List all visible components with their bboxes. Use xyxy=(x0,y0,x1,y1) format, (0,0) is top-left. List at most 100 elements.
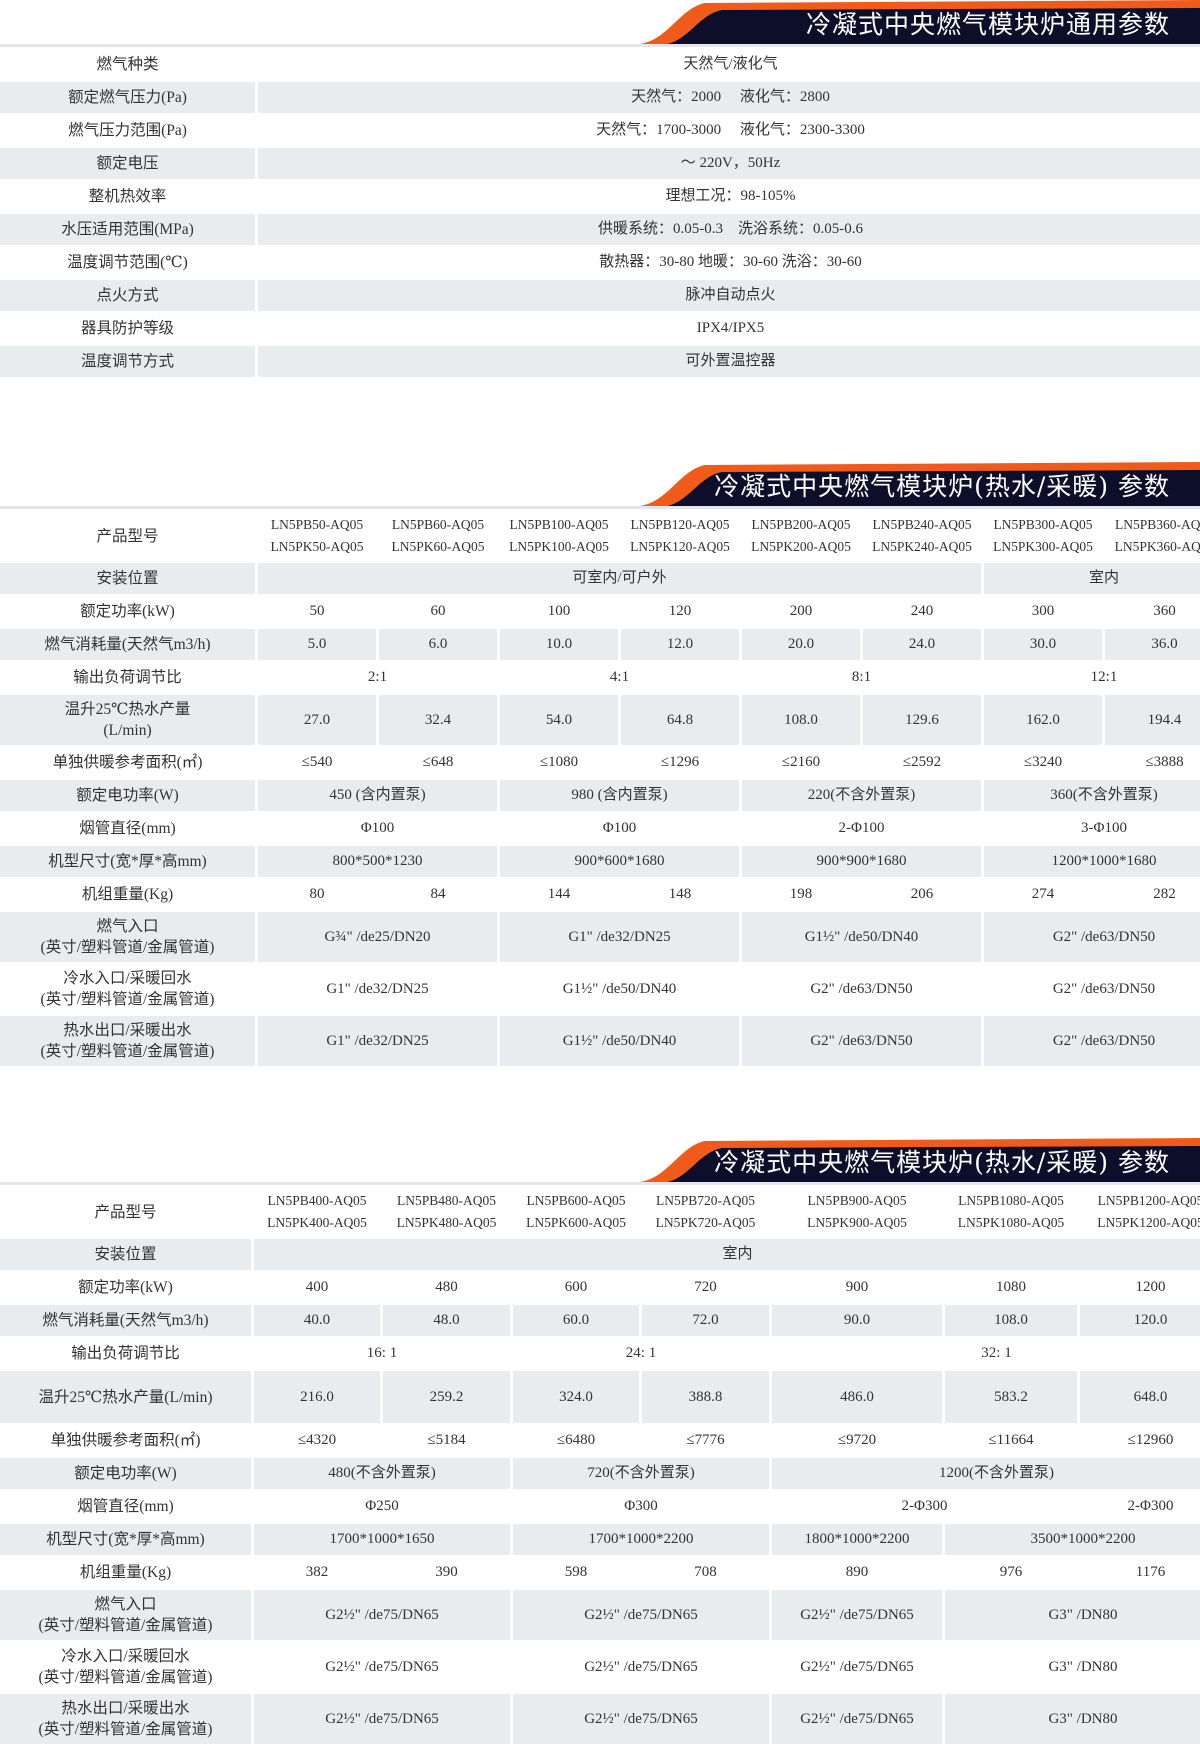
value-cell: 390 xyxy=(383,1557,510,1588)
cell-value: Φ100 xyxy=(602,820,637,836)
row-label-line: 热水出口/采暖出水 xyxy=(61,1700,190,1717)
cell-value: G2½" /de75/DN65 xyxy=(584,1710,698,1727)
value-cell: 理想工况：98-105% xyxy=(258,181,1200,212)
row-label-line: 温度调节范围(℃) xyxy=(67,254,188,271)
value-cell: ≤648 xyxy=(379,747,497,778)
value-cell: G2½" /de75/DN65 xyxy=(513,1642,769,1692)
value-cell: G2½" /de75/DN65 xyxy=(772,1590,942,1640)
cell-value: 598 xyxy=(564,1564,588,1580)
cell-value: 220(不含外置泵) xyxy=(807,787,916,803)
cell-value: G2½" /de75/DN65 xyxy=(325,1710,439,1727)
cell-value: 240 xyxy=(910,603,934,619)
value-cell: 48.0 xyxy=(383,1305,510,1336)
row-label-line: 整机热效率 xyxy=(88,188,167,205)
table-row: 温升25℃热水产量(L/min) 216.0 259.2 324.0 388.8 486.… xyxy=(0,1371,1200,1423)
cell-value: ≤5184 xyxy=(427,1432,466,1448)
value-cell: 144 xyxy=(500,879,618,910)
value-cell: 720(不含外置泵) xyxy=(513,1458,769,1489)
cell-value: 3500*1000*2200 xyxy=(1030,1531,1136,1547)
cell-value: 1200(不含外置泵) xyxy=(939,1465,1054,1481)
value-cell: G3" /DN80 xyxy=(945,1590,1200,1640)
cell-value: 720 xyxy=(694,1279,717,1295)
row-label-line: 冷水入口/采暖回水 xyxy=(61,1648,190,1665)
model-number: LN5PK240-AQ05 xyxy=(872,539,972,554)
row-label-line: 单独供暖参考面积(㎡) xyxy=(52,754,203,771)
cell-value: 90.0 xyxy=(843,1312,871,1328)
model-cell: LN5PB900-AQ05 LN5PK900-AQ05 xyxy=(772,1187,942,1237)
row-label: 器具防护等级 xyxy=(0,313,255,344)
value-cell: 360(不含外置泵) xyxy=(984,780,1200,811)
cell-value: 198 xyxy=(789,886,813,902)
value-cell: 40.0 xyxy=(254,1305,380,1336)
value-cell: 散热器：30-80 地暖：30-60 洗浴：30-60 xyxy=(258,247,1200,278)
value-cell: ≤2592 xyxy=(863,747,981,778)
cell-value: 理想工况：98-105% xyxy=(665,188,796,204)
value-cell: IPX4/IPX5 xyxy=(258,313,1200,344)
value-cell: 1176 xyxy=(1080,1557,1200,1588)
cell-value: 天然气：2000 液化气：2800 xyxy=(631,89,830,105)
cell-value: 80 xyxy=(309,886,325,902)
cell-value: 1080 xyxy=(996,1279,1026,1295)
row-label-line: 温升25℃热水产量 xyxy=(64,701,191,718)
value-cell: 720 xyxy=(642,1272,769,1303)
cell-value: G2" /de63/DN50 xyxy=(810,1032,913,1049)
value-cell: 200 xyxy=(742,596,860,627)
value-cell: 84 xyxy=(379,879,497,910)
model-number: LN5PK900-AQ05 xyxy=(807,1215,907,1230)
cell-value: 脉冲自动点火 xyxy=(685,287,776,303)
row-label: 燃气种类 xyxy=(0,49,255,80)
cell-value: 32.4 xyxy=(424,711,452,728)
row-label-line: 燃气消耗量(天然气m3/h) xyxy=(42,1312,209,1329)
cell-value: Φ300 xyxy=(624,1498,658,1514)
value-cell: 198 xyxy=(742,879,860,910)
row-label: 额定功率(kW) xyxy=(0,1272,251,1303)
table-row: 热水出口/采暖出水 (英寸/塑料管道/金属管道) G2½" /de75/DN65 G2… xyxy=(0,1694,1200,1744)
row-label-line: 器具防护等级 xyxy=(80,320,174,337)
value-cell: 24.0 xyxy=(863,629,981,660)
row-label: 温度调节范围(℃) xyxy=(0,247,255,278)
value-cell: 400 xyxy=(254,1272,380,1303)
row-label: 额定电功率(W) xyxy=(0,780,255,811)
row-label: 烟管直径(mm) xyxy=(0,813,255,844)
cell-value: 206 xyxy=(910,886,934,902)
cell-value: 800*500*1230 xyxy=(332,853,423,869)
cell-value: 708 xyxy=(694,1564,717,1580)
cell-value: ≤540 xyxy=(301,754,333,770)
cell-value: 可室内/可户外 xyxy=(572,570,667,586)
model-number: LN5PB480-AQ05 xyxy=(396,1193,496,1208)
row-label: 额定电压 xyxy=(0,148,255,179)
value-cell: 供暖系统：0.05-0.3 洗浴系统：0.05-0.6 xyxy=(258,214,1200,245)
value-cell: G2" /de63/DN50 xyxy=(984,1016,1200,1066)
value-cell: 1080 xyxy=(945,1272,1077,1303)
row-label-line: 额定电功率(W) xyxy=(74,1465,177,1482)
cell-value: ≤1296 xyxy=(660,754,700,770)
model-cell: LN5PB100-AQ05 LN5PK100-AQ05 xyxy=(500,511,618,561)
cell-value: G1½" /de50/DN40 xyxy=(562,980,677,997)
cell-value: G1½" /de50/DN40 xyxy=(562,1032,677,1049)
model-cell: LN5PB300-AQ05 LN5PK300-AQ05 xyxy=(984,511,1102,561)
row-label-line: (L/min) xyxy=(103,722,152,739)
cell-value: 20.0 xyxy=(787,636,815,652)
row-label: 燃气压力范围(Pa) xyxy=(0,115,255,146)
model-cell: LN5PB1200-AQ05 LN5PK1200-AQ05 xyxy=(1080,1187,1200,1237)
row-label: 点火方式 xyxy=(0,280,255,311)
cell-value: 216.0 xyxy=(300,1388,334,1405)
value-cell: ≤4320 xyxy=(254,1425,380,1456)
model-cell: LN5PB400-AQ05 LN5PK400-AQ05 xyxy=(254,1187,380,1237)
cell-value: 72.0 xyxy=(692,1312,719,1328)
row-label: 输出负荷调节比 xyxy=(0,1338,251,1369)
value-cell: 64.8 xyxy=(621,695,739,745)
row-label: 整机热效率 xyxy=(0,181,255,212)
model-number: LN5PB120-AQ05 xyxy=(630,517,730,532)
cell-value: 900*600*1680 xyxy=(574,853,665,869)
cell-value: 3-Φ100 xyxy=(1081,820,1127,836)
value-cell: 30.0 xyxy=(984,629,1102,660)
cell-value: 360 xyxy=(1153,603,1176,619)
row-label-line: 输出负荷调节比 xyxy=(73,669,182,686)
value-cell: 可室内/可户外 xyxy=(258,563,981,594)
value-cell: 10.0 xyxy=(500,629,618,660)
cell-value: 4:1 xyxy=(609,669,630,685)
row-label: 安装位置 xyxy=(0,563,255,594)
cell-value: 388.8 xyxy=(688,1388,723,1405)
value-cell: 108.0 xyxy=(742,695,860,745)
